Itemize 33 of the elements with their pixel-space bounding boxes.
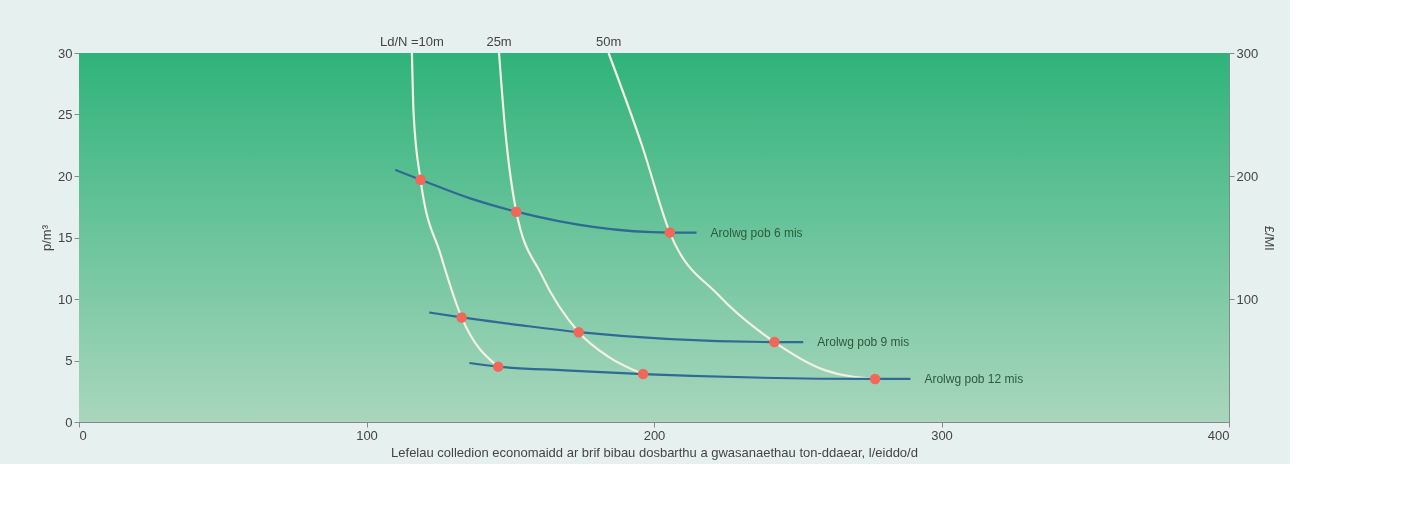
y-axis-title: p/m³	[39, 224, 55, 251]
x-tick-label: 0	[79, 427, 87, 443]
series-label: Arolwg pob 9 mis	[817, 335, 910, 350]
point	[511, 206, 522, 217]
point	[769, 336, 780, 348]
y-tick-label: 15	[58, 230, 73, 245]
y-tick-label: 20	[58, 168, 73, 184]
x-tick-label: 300	[931, 427, 953, 443]
x-tick-label: 400	[1207, 427, 1230, 443]
point	[869, 373, 881, 385]
y-tick-label: 5	[65, 353, 73, 368]
point	[664, 227, 676, 238]
y2-tick-label: 300	[1236, 45, 1259, 61]
x-axis-title: Lefelau colledion economaidd ar brif bibau dosbarthu a gwasanaethau ton-ddaear, l/eiddo/d	[391, 444, 918, 460]
x-tick-label: 100	[356, 427, 378, 443]
y2-tick-label: 200	[1236, 168, 1259, 184]
series-label: 50m	[595, 34, 622, 49]
y-tick-label: 0	[65, 414, 73, 430]
series-label: Arolwg pob 6 mis	[710, 225, 803, 240]
point	[456, 312, 467, 323]
series-label: Arolwg pob 12 mis	[924, 371, 1024, 386]
y2-tick-label: 100	[1236, 291, 1259, 307]
y-tick-label: 30	[58, 45, 73, 61]
x-tick-label: 200	[643, 427, 666, 443]
y-tick-label: 25	[58, 107, 73, 122]
point	[573, 326, 584, 338]
point	[637, 368, 649, 380]
point	[415, 174, 426, 185]
y2-axis-title: £/Ml	[1262, 225, 1278, 251]
y-tick-label: 10	[58, 291, 73, 307]
series-label: 25m	[486, 34, 512, 49]
series-label: Ld/N =10m	[379, 34, 444, 49]
point	[492, 361, 504, 372]
